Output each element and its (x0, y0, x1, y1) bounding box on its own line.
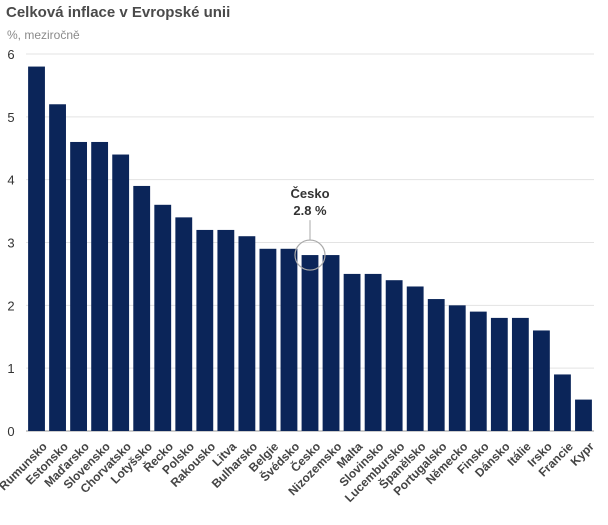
bar (112, 154, 130, 432)
bar (70, 141, 88, 431)
bar (554, 374, 571, 431)
y-tick-label: 1 (7, 361, 14, 376)
bar (406, 286, 424, 431)
y-tick-label: 0 (7, 424, 14, 439)
bar (427, 299, 445, 431)
y-tick-label: 4 (7, 173, 14, 188)
bar (154, 204, 172, 431)
bar (575, 399, 592, 431)
x-tick-label: Kypr (568, 439, 597, 468)
bar (28, 66, 45, 432)
y-axis: 0 1 2 3 4 5 6 (7, 47, 14, 439)
annotation: Česko 2.8 % (290, 186, 330, 271)
annotation-value: 2.8 % (293, 203, 327, 218)
bar (511, 317, 529, 431)
bar (196, 229, 214, 431)
chart-title: Celková inflace v Evropské unii (6, 4, 231, 21)
bar (301, 255, 319, 431)
bars (28, 66, 592, 432)
bar (175, 217, 193, 431)
bar (364, 273, 382, 431)
bar (448, 305, 466, 431)
bar (259, 248, 277, 431)
bar (322, 255, 340, 431)
annotation-label: Česko (290, 186, 329, 201)
bar (49, 104, 66, 432)
bar (343, 273, 361, 431)
bar (238, 236, 256, 431)
bar (217, 229, 235, 431)
x-axis: RumunskoEstonskoMaďarskoSlovenskoChorvat… (0, 439, 597, 505)
bar (91, 141, 109, 431)
chart-subtitle: %, meziročně (7, 28, 80, 42)
bar (532, 330, 550, 431)
y-tick-label: 5 (7, 110, 14, 125)
bar (385, 280, 403, 431)
y-tick-label: 6 (7, 47, 14, 62)
bar (133, 185, 151, 431)
bar (280, 248, 298, 431)
bar (490, 317, 508, 431)
y-tick-label: 3 (7, 236, 14, 251)
bar (469, 311, 487, 431)
y-tick-label: 2 (7, 298, 14, 313)
